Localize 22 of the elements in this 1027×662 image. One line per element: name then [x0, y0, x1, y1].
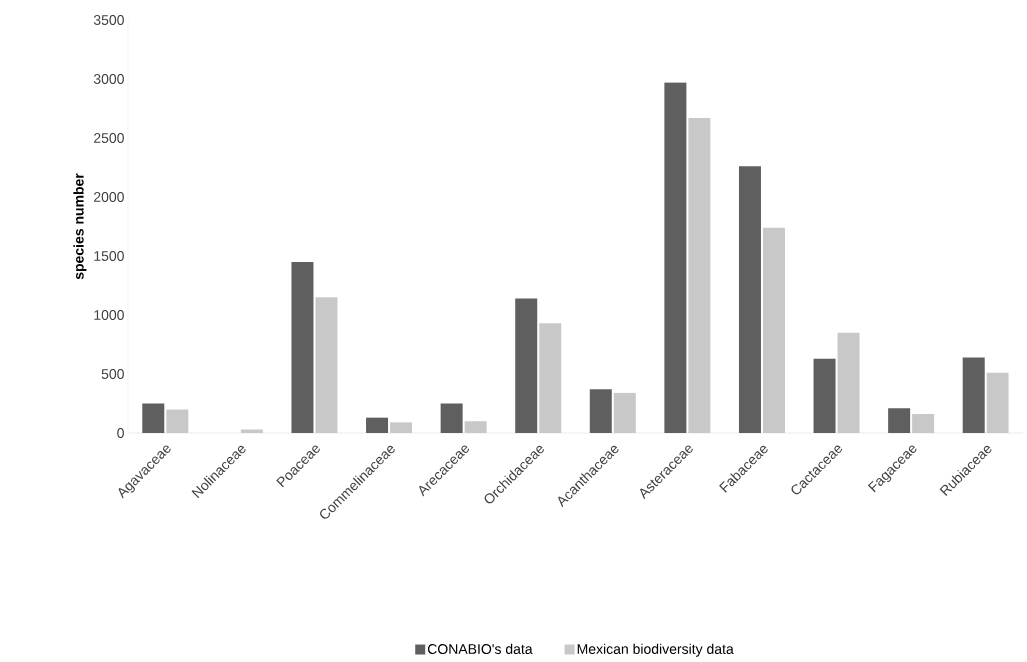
y-axis-title: species number — [73, 173, 87, 280]
bar — [142, 403, 165, 433]
y-tick-label: 2500 — [94, 133, 124, 143]
y-tick-label: 1500 — [94, 251, 124, 261]
bar — [515, 298, 538, 433]
bar — [589, 389, 612, 433]
legend-label: CONABIO's data — [427, 643, 533, 654]
y-tick-label: 3000 — [93, 74, 124, 84]
y-tick-label: 3500 — [93, 15, 124, 25]
bar — [440, 403, 463, 433]
bar — [962, 357, 985, 433]
legend-label: Mexican biodiversity data — [577, 643, 734, 657]
bar — [366, 417, 389, 433]
bar — [813, 358, 836, 433]
y-tick-label: 0 — [117, 428, 124, 438]
y-tick-label: 2000 — [94, 192, 124, 202]
y-tick-label: 1000 — [94, 310, 124, 320]
bar — [291, 261, 314, 433]
bar — [664, 82, 687, 433]
bar — [738, 166, 761, 433]
bar — [888, 408, 911, 433]
y-tick-label: 500 — [101, 369, 124, 379]
